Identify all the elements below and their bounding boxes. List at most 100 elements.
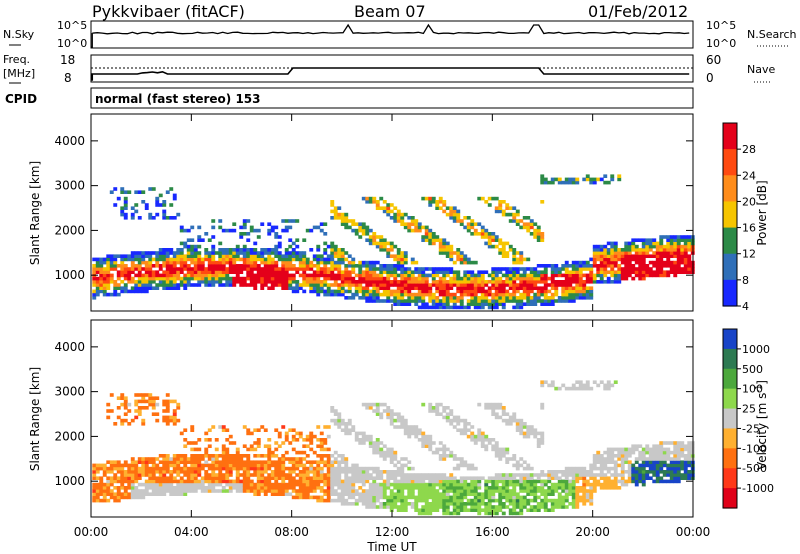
echo-cell bbox=[487, 238, 492, 242]
echo-cell bbox=[176, 470, 181, 474]
echo-cell bbox=[204, 267, 209, 271]
echo-cell bbox=[501, 406, 506, 410]
echo-cell bbox=[627, 460, 632, 464]
echo-cell bbox=[561, 280, 566, 284]
echo-cell bbox=[323, 248, 328, 252]
echo-cell bbox=[337, 264, 342, 268]
echo-cell bbox=[298, 486, 303, 490]
echo-cell bbox=[179, 486, 184, 490]
echo-cell bbox=[372, 286, 377, 290]
echo-cell bbox=[361, 260, 366, 265]
echo-cell bbox=[207, 267, 212, 271]
echo-cell bbox=[575, 264, 580, 268]
echo-cell bbox=[400, 280, 405, 284]
echo-cell bbox=[305, 492, 310, 496]
echo-cell bbox=[225, 283, 230, 287]
echo-cell bbox=[550, 489, 555, 493]
echo-cell bbox=[190, 276, 195, 281]
echo-cell bbox=[176, 283, 181, 287]
echo-cell bbox=[95, 292, 100, 297]
echo-cell bbox=[456, 212, 461, 217]
echo-cell bbox=[449, 454, 454, 458]
echo-cell bbox=[403, 257, 408, 262]
echo-cell bbox=[540, 292, 545, 297]
echo-cell bbox=[113, 460, 118, 464]
echo-cell bbox=[445, 498, 450, 503]
echo-cell bbox=[414, 296, 419, 300]
echo-cell bbox=[333, 492, 338, 496]
echo-cell bbox=[200, 486, 205, 490]
x-tick-label: 00:00 bbox=[74, 525, 109, 539]
echo-cell bbox=[323, 257, 328, 262]
echo-cell bbox=[505, 482, 510, 487]
echo-cell bbox=[386, 476, 391, 480]
echo-cell bbox=[519, 486, 524, 490]
echo-cell bbox=[190, 489, 195, 493]
echo-cell bbox=[585, 498, 590, 503]
echo-cell bbox=[207, 238, 212, 242]
echo-cell bbox=[659, 479, 664, 484]
echo-cell bbox=[564, 498, 569, 503]
echo-cell bbox=[179, 482, 184, 487]
echo-cell bbox=[354, 283, 359, 287]
echo-cell bbox=[407, 486, 412, 490]
echo-cell bbox=[123, 460, 128, 464]
echo-cell bbox=[151, 270, 156, 274]
echo-cell bbox=[309, 260, 314, 265]
echo-cell bbox=[470, 222, 475, 226]
echo-cell bbox=[540, 235, 545, 239]
echo-cell bbox=[190, 251, 195, 255]
echo-cell bbox=[375, 289, 380, 294]
echo-cell bbox=[169, 486, 174, 490]
echo-cell bbox=[463, 270, 468, 274]
echo-cell bbox=[571, 292, 576, 297]
echo-cell bbox=[456, 466, 461, 471]
echo-cell bbox=[477, 196, 482, 201]
echo-cell bbox=[323, 270, 328, 274]
echo-cell bbox=[242, 463, 247, 468]
echo-cell bbox=[197, 273, 202, 278]
echo-cell bbox=[295, 270, 300, 274]
echo-cell bbox=[375, 200, 380, 204]
echo-cell bbox=[494, 283, 499, 287]
echo-cell bbox=[197, 260, 202, 265]
echo-cell bbox=[512, 254, 517, 258]
echo-cell bbox=[302, 457, 307, 461]
echo-cell bbox=[659, 254, 664, 258]
echo-cell bbox=[396, 466, 401, 471]
echo-cell bbox=[508, 492, 513, 496]
echo-cell bbox=[410, 482, 415, 487]
x-axis: 00:00 04:00 08:00 12:00 16:00 20:00 00:00 bbox=[74, 114, 710, 539]
echo-cell bbox=[368, 492, 373, 496]
echo-cell bbox=[151, 396, 156, 400]
echo-cell bbox=[382, 238, 387, 242]
echo-cell bbox=[438, 473, 443, 477]
echo-cell bbox=[680, 254, 685, 258]
echo-cell bbox=[610, 270, 615, 274]
echo-cell bbox=[578, 292, 583, 297]
echo-cell bbox=[480, 434, 485, 439]
echo-cell bbox=[666, 441, 671, 445]
echo-cell bbox=[400, 508, 405, 512]
echo-cell bbox=[274, 251, 279, 255]
echo-cell bbox=[176, 270, 181, 274]
echo-cell bbox=[382, 299, 387, 303]
echo-cell bbox=[505, 418, 510, 423]
echo-cell bbox=[375, 447, 380, 452]
echo-cell bbox=[372, 289, 377, 294]
echo-cell bbox=[316, 273, 321, 278]
echo-cell bbox=[438, 482, 443, 487]
echo-cell bbox=[323, 425, 328, 429]
echo-cell bbox=[669, 244, 674, 249]
echo-cell bbox=[575, 470, 580, 474]
echo-cell bbox=[673, 476, 678, 480]
echo-cell bbox=[165, 257, 170, 262]
echo-cell bbox=[613, 254, 618, 258]
echo-cell bbox=[225, 254, 230, 258]
echo-cell bbox=[501, 482, 506, 487]
echo-cell bbox=[417, 482, 422, 487]
echo-cell bbox=[487, 286, 492, 290]
echo-cell bbox=[459, 463, 464, 468]
echo-cell bbox=[529, 289, 534, 294]
echo-cell bbox=[421, 283, 426, 287]
